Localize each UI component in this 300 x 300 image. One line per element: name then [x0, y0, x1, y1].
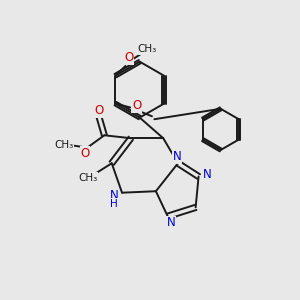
- Text: CH₃: CH₃: [54, 140, 74, 150]
- Text: CH₃: CH₃: [137, 44, 156, 54]
- Text: N: N: [203, 168, 212, 181]
- Text: O: O: [80, 147, 90, 160]
- Text: N: N: [167, 216, 176, 229]
- Text: H: H: [110, 199, 118, 209]
- Text: O: O: [124, 52, 134, 64]
- Text: O: O: [132, 100, 141, 112]
- Text: N: N: [110, 188, 118, 202]
- Text: CH₃: CH₃: [79, 173, 98, 183]
- Text: O: O: [94, 104, 104, 117]
- Text: N: N: [172, 150, 181, 163]
